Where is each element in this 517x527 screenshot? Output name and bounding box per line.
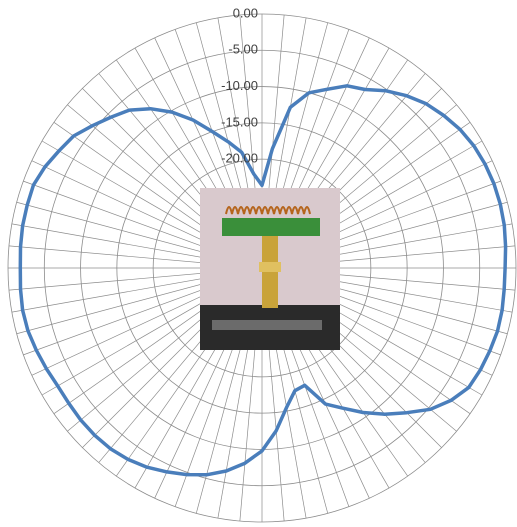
tick-labels: 0.00 -5.00 -10.00 -15.00 -20.00: [221, 5, 258, 165]
r-tick-label: -20.00: [221, 151, 258, 166]
connector-nut: [259, 262, 281, 272]
pcb: [222, 218, 320, 236]
antenna-photo: [200, 188, 340, 350]
grid-ring: [152, 158, 372, 378]
r-tick-label: -15.00: [221, 114, 258, 129]
r-tick-label: -5.00: [228, 42, 258, 57]
grid-ring: [7, 13, 517, 523]
coil: [225, 206, 311, 215]
series-line: [18, 84, 508, 477]
board-header: [212, 320, 322, 330]
r-tick-label: 0.00: [233, 5, 258, 20]
grid-ring: [43, 49, 481, 487]
grid-ring: [116, 122, 408, 414]
r-tick-label: -10.00: [221, 78, 258, 93]
